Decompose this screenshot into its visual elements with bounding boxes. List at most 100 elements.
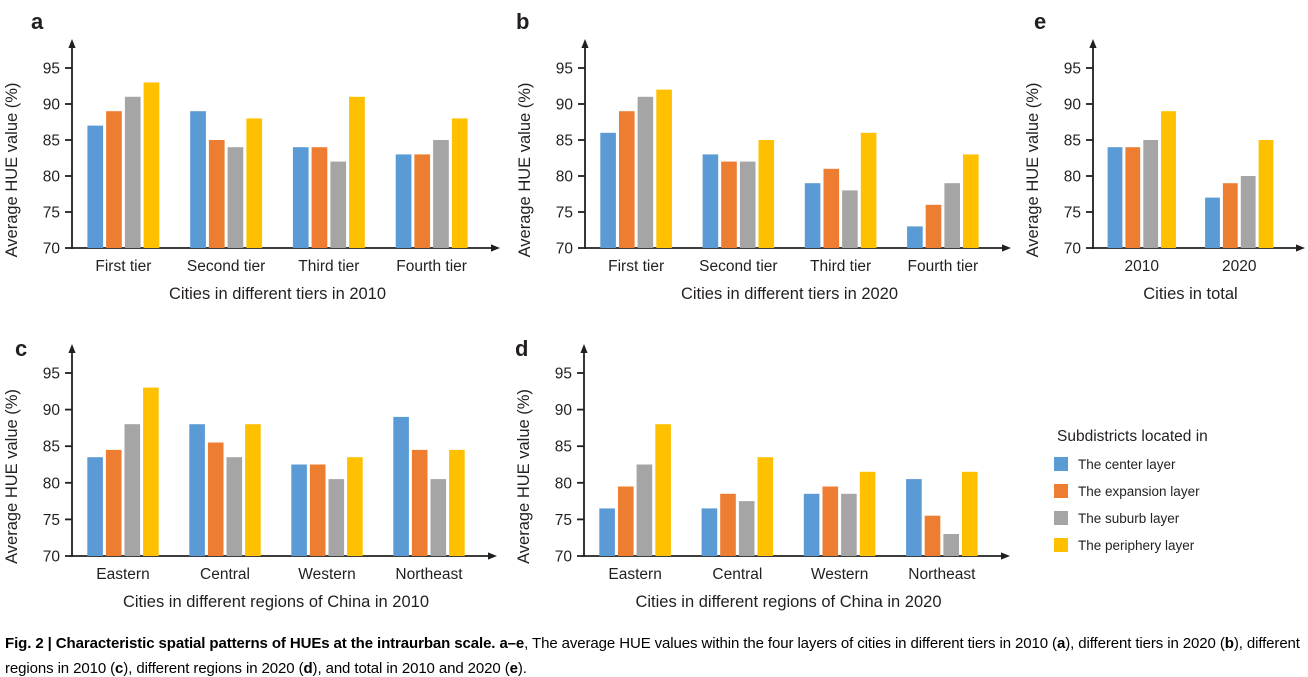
legend: Subdistricts located in The center layer… — [1054, 428, 1208, 565]
panel-label-e: e — [1034, 9, 1047, 34]
y-tick-label: 70 — [43, 549, 61, 566]
chart-panel-e: 70 75 80 85 90 95 2010 2020 Cities in total Avera… — [1015, 0, 1308, 323]
bar-d-1-0 — [701, 508, 718, 556]
bar-a-2-0 — [292, 147, 309, 248]
bar-c-3-3 — [449, 449, 465, 556]
bar-a-0-3 — [143, 82, 160, 249]
bar-e-1-1 — [1222, 183, 1238, 248]
legend-item: The center layer — [1054, 457, 1208, 472]
bar-a-1-2 — [227, 147, 244, 248]
x-axis-title: Cities in different tiers in 2010 — [169, 285, 386, 303]
category-label: Western — [298, 566, 355, 583]
y-tick-label: 85 — [43, 439, 60, 456]
bar-c-3-0 — [393, 416, 409, 556]
bar-e-1-0 — [1205, 197, 1220, 248]
bar-b-0-1 — [619, 111, 635, 248]
bar-c-3-1 — [411, 449, 428, 556]
caption-segment: e — [509, 660, 518, 677]
y-axis-title: Average HUE value (%) — [516, 83, 534, 258]
y-tick-label: 70 — [1064, 241, 1082, 258]
caption-segment: , The average HUE values within the four… — [524, 635, 1057, 652]
bar-b-2-3 — [860, 132, 877, 248]
bar-d-0-0 — [599, 508, 615, 556]
figure-caption: Fig. 2 | Characteristic spatial patterns… — [5, 631, 1303, 677]
bar-a-2-1 — [311, 147, 328, 248]
bar-c-1-2 — [226, 457, 243, 556]
panel-label-d: d — [515, 336, 529, 361]
category-label: Northeast — [908, 566, 976, 583]
caption-segment: ), different regions in 2020 ( — [123, 660, 304, 677]
bar-d-2-2 — [841, 493, 857, 556]
chart-canvas-c: 70 75 80 85 90 95 Eastern Central Western Northea… — [3, 344, 497, 611]
category-label: Eastern — [96, 566, 149, 583]
bar-b-0-0 — [600, 132, 616, 248]
legend-title: Subdistricts located in — [1057, 428, 1208, 445]
bar-a-3-3 — [451, 118, 468, 249]
bar-b-2-0 — [804, 183, 821, 248]
x-axis-arrow-icon — [1296, 244, 1305, 252]
bar-a-0-1 — [106, 111, 122, 248]
y-tick-label: 80 — [1064, 169, 1082, 186]
y-axis-title: Average HUE value (%) — [515, 389, 533, 564]
bar-d-3-0 — [906, 479, 922, 556]
bar-e-1-3 — [1258, 140, 1274, 248]
x-axis-arrow-icon — [1001, 552, 1010, 560]
bar-b-0-3 — [656, 89, 672, 248]
bar-c-1-3 — [245, 424, 261, 556]
bar-c-1-0 — [189, 424, 205, 556]
y-tick-label: 90 — [43, 402, 61, 419]
chart-canvas-a: 70 75 80 85 90 95 First tier Second tier Third t… — [3, 39, 500, 303]
bar-c-3-2 — [430, 479, 447, 556]
bar-b-0-2 — [637, 96, 654, 248]
bar-c-0-0 — [87, 457, 103, 556]
caption-segment: d — [303, 660, 313, 677]
category-label: Fourth tier — [908, 258, 979, 275]
bar-d-2-0 — [803, 493, 820, 556]
y-axis-arrow-icon — [68, 39, 76, 48]
bar-b-2-1 — [823, 168, 840, 248]
y-tick-label: 85 — [1064, 133, 1081, 150]
y-tick-label: 95 — [43, 61, 60, 78]
bar-b-3-0 — [907, 226, 923, 248]
bar-b-1-0 — [702, 154, 719, 248]
bar-a-3-1 — [414, 154, 431, 248]
bar-c-0-1 — [105, 449, 122, 556]
bar-e-1-2 — [1240, 176, 1256, 248]
y-axis-arrow-icon — [1089, 39, 1097, 48]
y-tick-label: 70 — [43, 241, 61, 258]
legend-item: The periphery layer — [1054, 538, 1208, 553]
x-axis-title: Cities in total — [1143, 285, 1237, 303]
x-axis-arrow-icon — [491, 244, 500, 252]
bar-b-1-1 — [721, 161, 737, 248]
y-tick-label: 70 — [555, 549, 573, 566]
bar-b-3-2 — [944, 183, 960, 248]
bar-d-3-3 — [962, 471, 978, 556]
bar-a-0-2 — [124, 96, 141, 248]
y-tick-label: 85 — [556, 133, 573, 150]
caption-segment: ). — [517, 660, 527, 677]
category-label: Northeast — [395, 566, 463, 583]
bar-c-2-0 — [291, 464, 307, 556]
bar-b-2-2 — [842, 190, 858, 248]
y-axis-arrow-icon — [68, 344, 76, 353]
x-axis-title: Cities in different tiers in 2020 — [681, 285, 898, 303]
x-axis-title: Cities in different regions of China in … — [123, 593, 429, 611]
legend-entries: The center layer The expansion layer The s… — [1054, 457, 1208, 553]
caption-segment: ), different tiers in 2020 ( — [1065, 635, 1225, 652]
y-tick-label: 80 — [43, 475, 61, 492]
bar-c-2-2 — [328, 479, 345, 556]
bar-d-0-2 — [636, 464, 653, 556]
category-label: Third tier — [810, 258, 871, 275]
x-axis-title: Cities in different regions of China in … — [635, 593, 941, 611]
bar-d-2-1 — [822, 486, 839, 556]
legend-swatch — [1054, 484, 1068, 498]
chart-panel-a: 70 75 80 85 90 95 First tier Second tier Third t… — [0, 0, 505, 323]
bar-d-2-3 — [859, 471, 876, 556]
legend-swatch — [1054, 538, 1068, 552]
y-axis-title: Average HUE value (%) — [3, 389, 21, 564]
chart-canvas-d: 70 75 80 85 90 95 Eastern Central Western Northea… — [515, 344, 1010, 611]
legend-item: The suburb layer — [1054, 511, 1208, 526]
bar-b-3-1 — [925, 204, 942, 248]
bar-d-0-1 — [618, 486, 634, 556]
y-tick-label: 75 — [1064, 205, 1081, 222]
